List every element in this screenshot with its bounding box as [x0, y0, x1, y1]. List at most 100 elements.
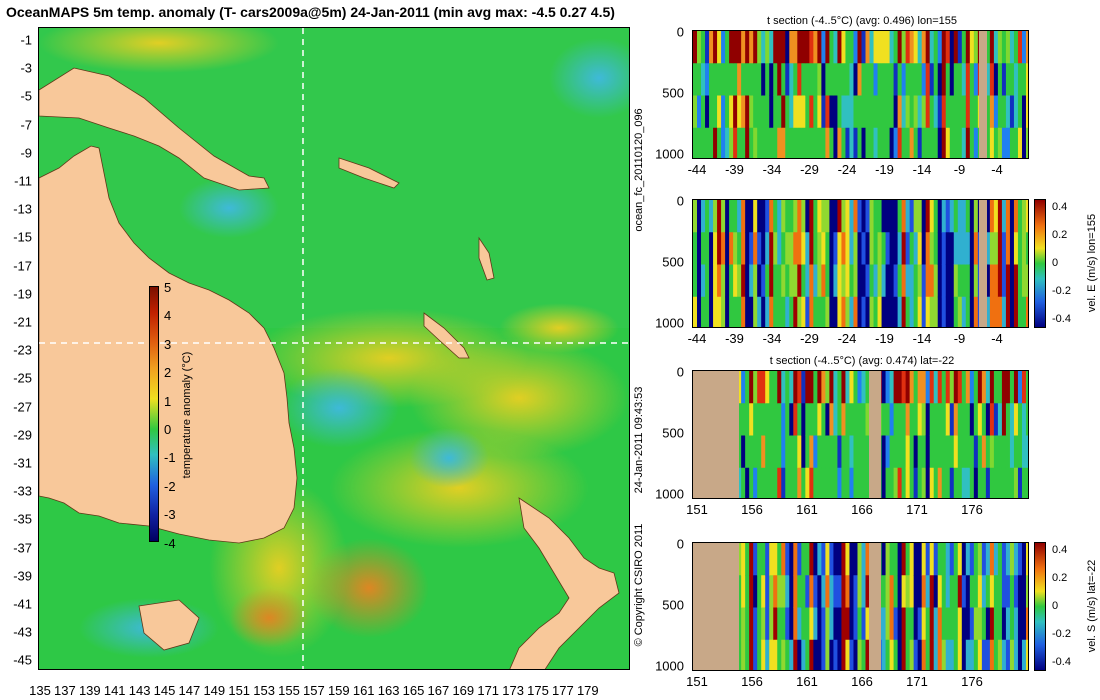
section-cell	[713, 127, 718, 158]
section-cell	[737, 403, 742, 436]
section-cell	[813, 607, 818, 641]
section-cell	[929, 467, 935, 498]
section-cell	[997, 232, 1003, 265]
section-cell	[957, 127, 963, 158]
section-cell	[721, 296, 726, 327]
section-cell	[717, 232, 722, 265]
lat-tick-label: -45	[13, 652, 32, 668]
land-masses	[39, 67, 620, 669]
section-cell	[809, 607, 814, 641]
section-cell	[997, 467, 1003, 498]
section-cell	[849, 435, 854, 469]
section-cell	[725, 63, 730, 96]
section-cell	[821, 296, 826, 327]
section-cell	[753, 296, 758, 327]
lon-tick-label: 139	[78, 683, 101, 698]
section-cell	[933, 95, 939, 129]
section-cell	[793, 31, 798, 64]
section-cell	[881, 95, 887, 129]
section-cell	[881, 575, 887, 608]
section-cell	[813, 639, 818, 670]
section-cell	[773, 543, 778, 576]
section-cell	[773, 467, 778, 498]
section-cell	[949, 127, 955, 158]
section-cell	[821, 575, 826, 608]
section-cell	[777, 371, 782, 404]
section-cell	[833, 200, 838, 233]
section-cell	[921, 575, 927, 608]
section-cell	[881, 200, 887, 233]
section-cell	[997, 63, 1003, 96]
section-cell	[1017, 232, 1023, 265]
section-cell	[709, 63, 714, 96]
section-cell	[897, 232, 903, 265]
section-cell	[949, 371, 955, 404]
section-cell	[797, 200, 802, 233]
section-cell	[713, 63, 718, 96]
section-x-tick-label: -34	[762, 331, 782, 346]
section-cell	[837, 127, 842, 158]
section-cell	[905, 607, 911, 641]
velocity-colorbar	[1034, 199, 1046, 328]
section-cell	[1009, 467, 1015, 498]
section-cell	[989, 127, 995, 158]
section-cell	[737, 607, 742, 641]
section-cell	[917, 232, 923, 265]
section-cell	[837, 264, 842, 298]
section-cell	[981, 371, 987, 404]
section-cell	[961, 607, 967, 641]
section-cell	[993, 575, 999, 608]
section-cell	[777, 200, 782, 233]
section-panel-title: t section (-4..5°C) (avg: 0.496) lon=155	[767, 15, 957, 27]
section-cell	[769, 543, 774, 576]
section-cell	[785, 371, 790, 404]
section-cell	[945, 543, 951, 576]
section-cell	[925, 264, 931, 298]
section-cell	[781, 232, 786, 265]
section-cell	[1005, 232, 1011, 265]
section-cell	[725, 95, 730, 129]
section-cell	[809, 200, 814, 233]
section-cell	[993, 31, 999, 64]
section-cell	[753, 63, 758, 96]
section-cell	[857, 543, 862, 576]
section-cell	[829, 264, 834, 298]
section-cell	[741, 127, 746, 158]
section-cell	[781, 607, 786, 641]
section-cell	[805, 264, 810, 298]
section-cell	[737, 639, 742, 670]
section-cell	[837, 607, 842, 641]
section-cell	[705, 296, 710, 327]
section-cell	[961, 371, 967, 404]
velocity-colorbar-tick: -0.4	[1052, 313, 1071, 325]
section-cell	[1009, 63, 1015, 96]
section-cell	[985, 543, 991, 576]
section-cell	[985, 575, 991, 608]
section-cell	[785, 403, 790, 436]
section-cell	[729, 63, 734, 96]
section-cell	[845, 435, 850, 469]
section-cell	[825, 639, 830, 670]
section-cell	[881, 639, 887, 670]
section-cell	[809, 31, 814, 64]
section-cell	[985, 232, 991, 265]
section-cell	[953, 607, 959, 641]
section-cell	[993, 232, 999, 265]
section-cell	[861, 127, 867, 158]
section-cell	[885, 31, 891, 64]
section-cell	[733, 200, 738, 233]
section-cell	[921, 403, 927, 436]
section-cell	[737, 264, 742, 298]
section-cell	[817, 31, 822, 64]
section-cell	[941, 296, 947, 327]
section-cell	[857, 264, 862, 298]
section-cell	[821, 232, 826, 265]
section-cell	[853, 467, 858, 498]
depth-tick-label: 500	[662, 425, 684, 441]
section-cell	[805, 63, 810, 96]
section-cell	[869, 63, 875, 96]
section-cell	[809, 127, 814, 158]
section-x-tick-label: 171	[906, 674, 928, 689]
section-cell	[1009, 543, 1015, 576]
section-cell	[889, 607, 895, 641]
